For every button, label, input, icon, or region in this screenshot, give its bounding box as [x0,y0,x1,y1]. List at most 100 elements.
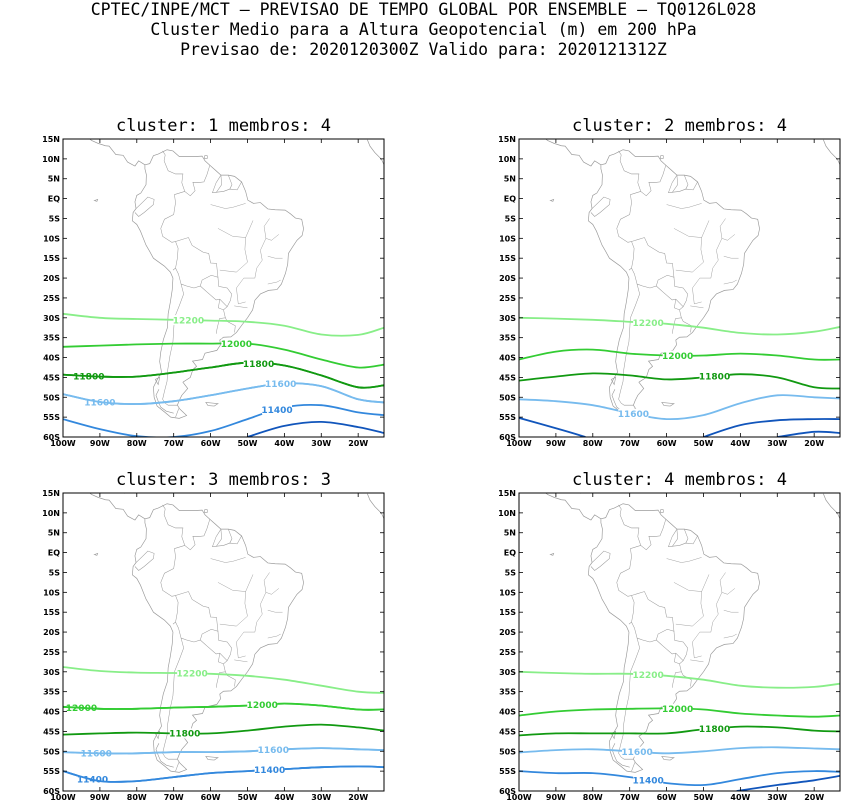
contour-line-unlabeled [736,775,840,791]
x-tick-label: 50W [237,439,257,448]
x-tick-label: 80W [583,439,603,448]
y-tick-label: 40S [43,708,60,717]
contour-line-11800 [519,372,840,390]
contour-label: 12200 [632,319,663,329]
x-tick-label: 30W [311,439,331,448]
y-tick-label: 55S [43,413,60,422]
y-tick-label: 55S [499,767,516,776]
contour-line-11800 [63,723,384,736]
y-tick-label: 25S [499,294,516,303]
y-tick-label: 50S [499,747,516,756]
y-tick-label: EQ [504,195,516,204]
y-tick-label: 35S [499,688,516,697]
contour-label: 12200 [632,671,663,681]
contour-line-11400 [519,770,840,787]
contour-line-unlabeled [247,420,384,437]
x-tick-label: 100W [50,793,76,802]
y-tick-label: 5N [504,175,516,184]
y-tick-label: 55S [499,413,516,422]
y-tick-label: 40S [499,708,516,717]
contour-line-unlabeled [519,417,586,437]
contour-label: 11800 [169,730,200,740]
x-tick-label: 20W [348,439,368,448]
y-tick-label: 5N [48,175,60,184]
x-tick-label: 90W [546,439,566,448]
y-tick-label: 60S [43,787,60,796]
y-tick-label: 5N [48,529,60,538]
contour-label: 11600 [265,380,296,390]
contour-line-unlabeled [703,418,840,437]
contour-line-11800 [519,725,840,737]
y-tick-label: 10S [499,234,516,243]
header-line-3: Previsao de: 2020120300Z Valido para: 20… [180,40,667,59]
plot-frame [62,138,385,438]
plot-frame [518,492,841,792]
y-tick-label: 10S [43,234,60,243]
contour-label: 11800 [699,725,730,735]
y-tick-label: 15S [499,254,516,263]
y-tick-label: 35S [43,334,60,343]
y-tick-label: 55S [43,767,60,776]
x-tick-label: 30W [311,793,331,802]
cluster-panel-3: cluster: 3 membros: 3 12200 12000 12000 1180… [42,470,385,802]
contour-label: 11800 [243,360,274,370]
contour-line-11600 [519,746,840,755]
contour-label: 11800 [699,373,730,383]
y-tick-label: EQ [48,195,60,204]
panel-title: cluster: 2 membros: 4 [572,116,787,136]
y-tick-label: 20S [499,274,516,283]
y-tick-label: 35S [43,688,60,697]
y-tick-label: 50S [43,747,60,756]
x-tick-label: 40W [274,793,294,802]
contour-label: 11600 [618,410,649,420]
contour-label: 11400 [261,406,292,416]
x-tick-label: 60W [201,439,221,448]
y-tick-label: 10N [498,155,516,164]
x-tick-label: 60W [201,793,221,802]
x-tick-label: 90W [546,793,566,802]
y-tick-label: 45S [43,373,60,382]
cluster-panel-1: cluster: 1 membros: 4 12200 12000 11800 1180… [42,116,385,448]
contour-label: 12000 [247,701,278,711]
y-tick-label: 10N [42,509,60,518]
x-tick-label: 50W [693,439,713,448]
contour-label: 11600 [84,398,115,408]
header-line-2: Cluster Medio para a Altura Geopotencial… [150,20,697,39]
y-tick-label: 15N [42,135,60,144]
y-tick-label: 15S [43,608,60,617]
x-tick-label: 30W [767,793,787,802]
y-tick-label: 30S [499,314,516,323]
contour-label: 11400 [632,776,663,786]
x-tick-label: 100W [50,439,76,448]
contour-line-11600 [63,382,384,405]
contour-label: 12000 [662,352,693,362]
contour-line-11400 [63,403,384,437]
x-tick-label: 70W [164,793,184,802]
contour-label: 11600 [621,748,652,758]
x-tick-label: 90W [90,793,110,802]
y-tick-label: 10N [42,155,60,164]
y-tick-label: 20S [43,628,60,637]
map-coastlines [519,139,840,419]
y-tick-label: 35S [499,334,516,343]
x-tick-label: 40W [274,439,294,448]
contour-label: 11400 [254,766,285,776]
contour-line-11600 [519,394,840,421]
y-tick-label: 45S [499,373,516,382]
y-tick-label: 10S [499,588,516,597]
panel-title: cluster: 4 membros: 4 [572,470,787,490]
contour-line-12000 [63,702,384,711]
x-tick-label: 100W [506,439,532,448]
contour-label: 12000 [66,704,97,714]
contour-line-unlabeled [777,430,840,437]
contour-label: 11600 [258,746,289,756]
y-tick-label: 5S [49,568,61,577]
plot-frame [62,492,385,792]
x-tick-label: 30W [767,439,787,448]
x-tick-label: 100W [506,793,532,802]
y-tick-label: 40S [499,354,516,363]
y-tick-label: 15S [43,254,60,263]
y-tick-label: 15S [499,608,516,617]
figure-header: CPTEC/INPE/MCT – PREVISAO DE TEMPO GLOBA… [0,0,847,70]
